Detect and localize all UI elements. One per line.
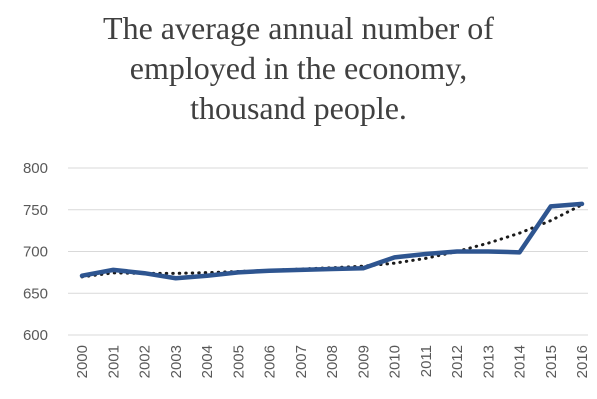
x-tick-label: 2012 [449,345,466,378]
chart-title: The average annual number of employed in… [0,8,597,128]
x-tick-label: 2010 [387,345,404,378]
x-tick-label: 2001 [105,345,122,378]
x-tick-label: 2016 [574,345,591,378]
x-tick-label: 2011 [418,345,435,377]
x-tick-label: 2007 [293,345,310,378]
y-axis: 600 650 700 750 800 [23,160,48,344]
x-tick-label: 2006 [262,345,279,378]
y-tick-label: 650 [23,285,48,302]
x-axis: 2000 2001 2002 2003 2004 2005 2006 2007 2008 2009… [74,345,591,378]
y-tick-label: 700 [23,244,48,261]
trendline [80,203,584,279]
x-tick-label: 2000 [74,345,91,378]
chart-title-line-3: thousand people. [190,90,407,126]
x-tick-label: 2015 [543,345,560,378]
series-line [79,201,585,281]
x-tick-label: 2013 [480,345,497,378]
chart-title-line-1: The average annual number of [103,10,494,46]
x-tick-label: 2005 [230,345,247,378]
y-tick-label: 600 [23,327,48,344]
x-tick-label: 2014 [512,345,529,378]
x-tick-label: 2002 [137,345,154,378]
y-tick-label: 750 [23,202,48,219]
x-tick-label: 2003 [168,345,185,378]
x-tick-label: 2008 [324,345,341,378]
x-tick-label: 2004 [199,345,216,378]
x-tick-label: 2009 [355,345,372,378]
series-lines [79,201,585,281]
chart-title-line-2: employed in the economy, [129,50,468,86]
y-tick-label: 800 [23,160,48,177]
